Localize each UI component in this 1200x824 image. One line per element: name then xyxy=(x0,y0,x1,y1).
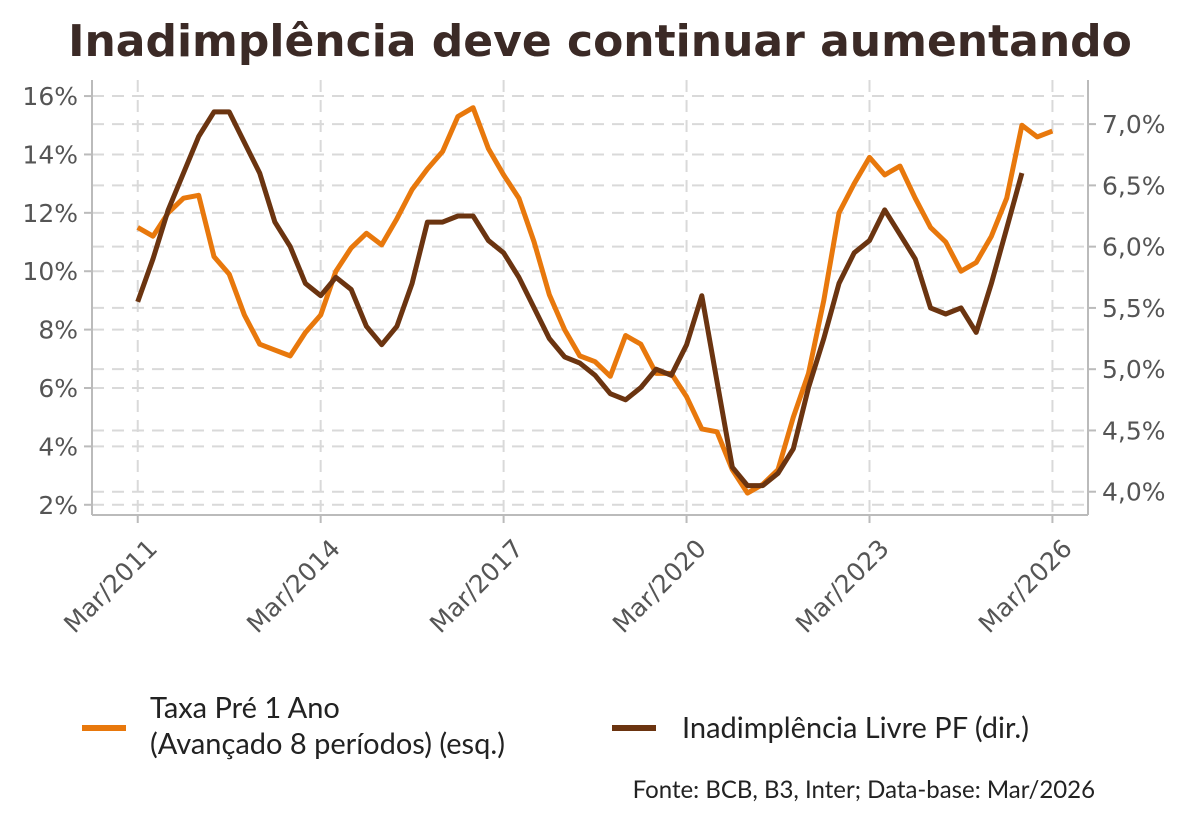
chart: Inadimplência deve continuar aumentando … xyxy=(22,16,1166,639)
y-tick-label: 4% xyxy=(38,432,78,461)
y-tick-label: 12% xyxy=(22,199,78,228)
y2-tick-label: 5,5% xyxy=(1102,294,1166,323)
x-tick-label: Mar/2017 xyxy=(424,534,529,639)
x-tick-label: Mar/2014 xyxy=(241,534,346,639)
y2-tick-label: 4,0% xyxy=(1102,478,1166,507)
x-tick-label: Mar/2023 xyxy=(790,534,895,639)
y2-tick-label: 5,0% xyxy=(1102,355,1166,384)
x-tick-label: Mar/2026 xyxy=(973,534,1078,639)
y-tick-label: 6% xyxy=(38,374,78,403)
source-note: Fonte: BCB, B3, Inter; Data-base: Mar/20… xyxy=(632,775,1095,804)
y2-tick-label: 4,5% xyxy=(1102,416,1166,445)
x-tick-label: Mar/2020 xyxy=(607,534,712,639)
y2-tick-label: 7,0% xyxy=(1102,110,1166,139)
x-tick-label: Mar/2011 xyxy=(58,534,163,639)
y-tick-label: 10% xyxy=(22,257,78,286)
legend-swatch xyxy=(82,725,126,731)
chart-title: Inadimplência deve continuar aumentando xyxy=(68,16,1132,67)
legend-label: Taxa Pré 1 Ano (Avançado 8 períodos) (es… xyxy=(150,690,505,761)
series-line xyxy=(135,109,1025,489)
y2-tick-label: 6,0% xyxy=(1102,233,1166,262)
legend-label: Inadimplência Livre PF (dir.) xyxy=(682,710,1029,745)
legend-swatch xyxy=(612,725,656,731)
y-tick-label: 16% xyxy=(22,82,78,111)
y-tick-label: 2% xyxy=(38,491,78,520)
y2-tick-label: 6,5% xyxy=(1102,171,1166,200)
series-line xyxy=(136,105,1054,496)
y-tick-label: 8% xyxy=(38,316,78,345)
y-tick-label: 14% xyxy=(22,140,78,169)
